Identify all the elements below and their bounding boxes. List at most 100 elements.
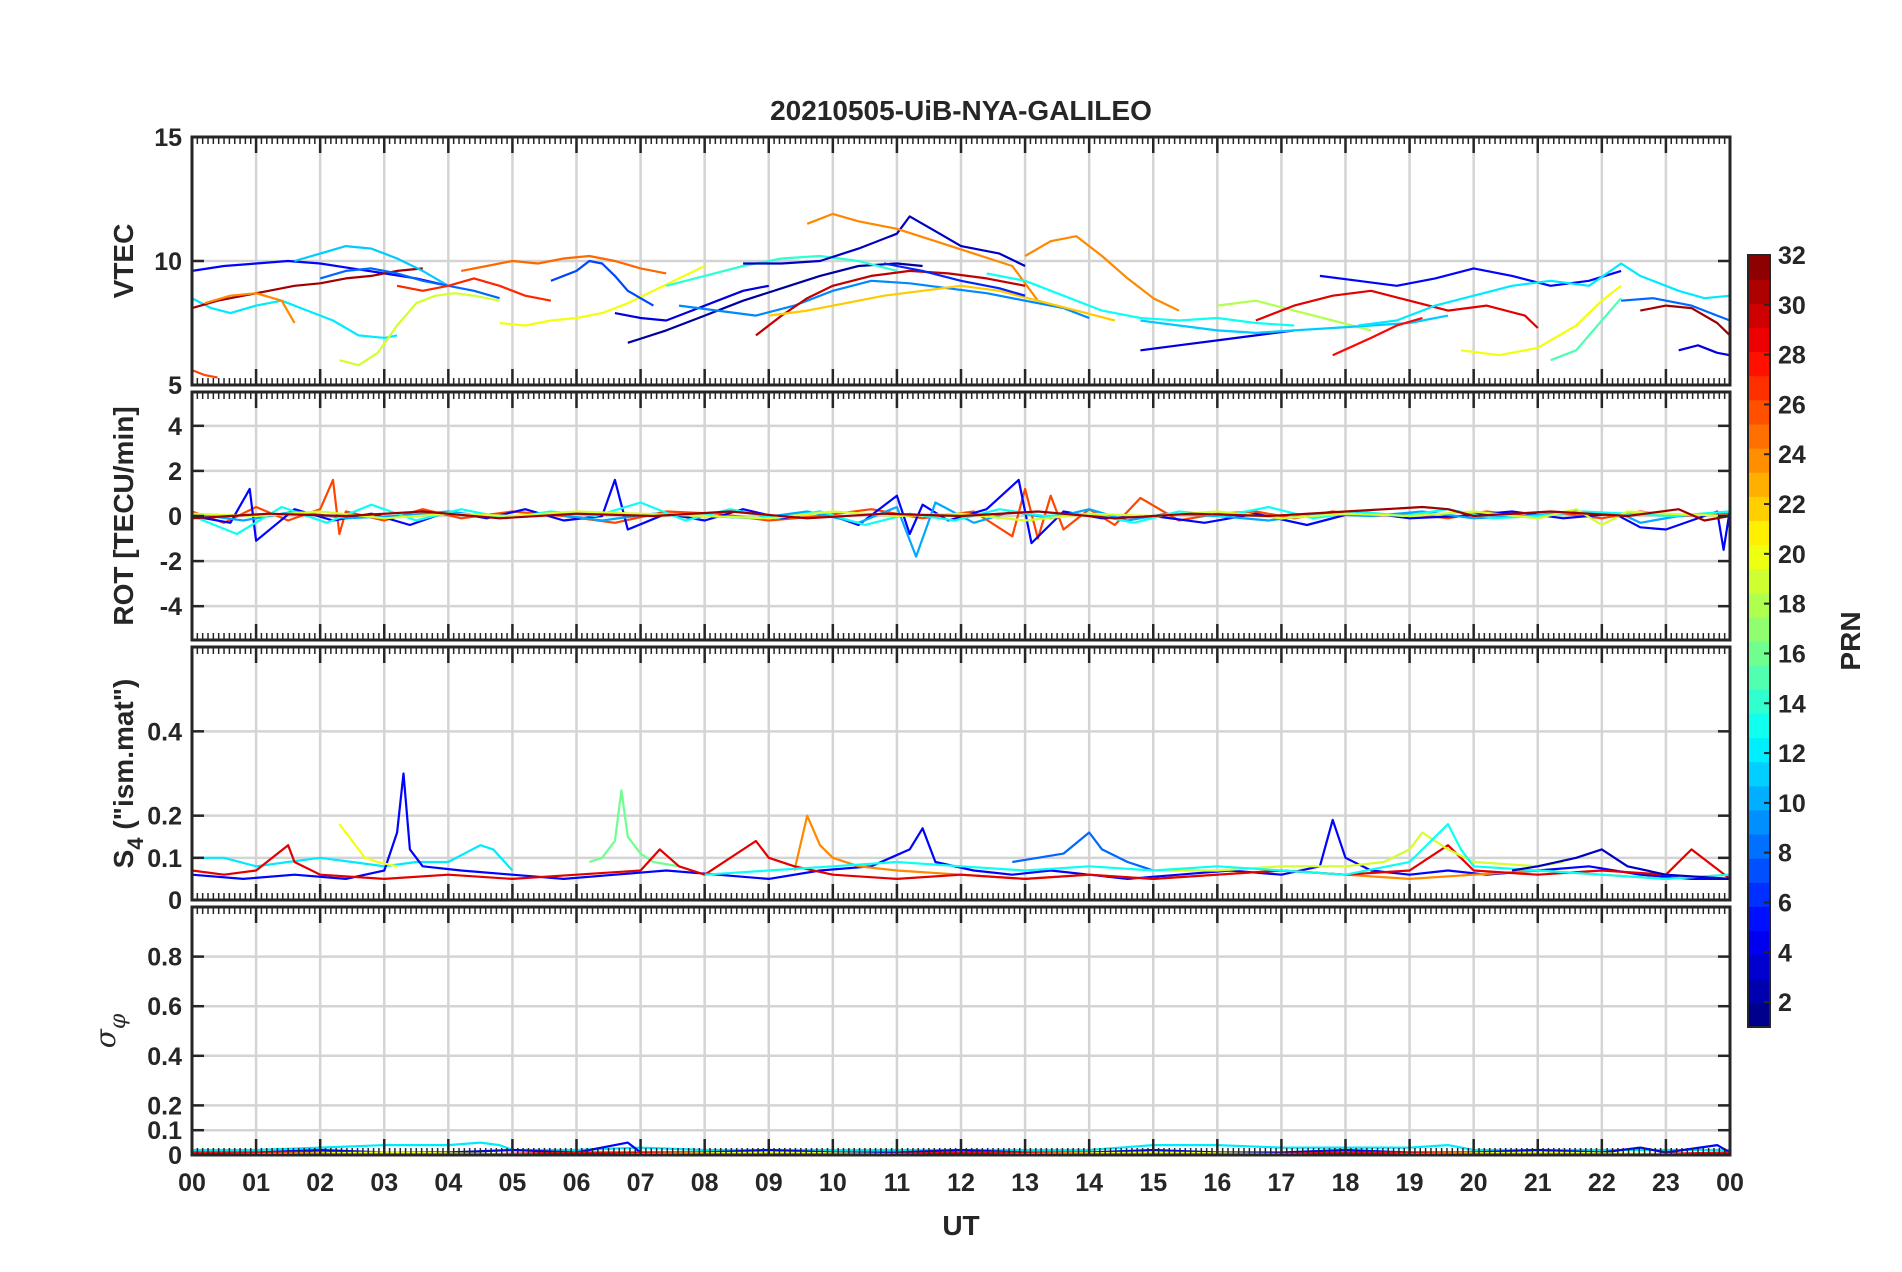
series-prn-12	[192, 297, 398, 339]
colorbar-segment	[1748, 954, 1770, 980]
colorbar-tick-label: 6	[1778, 889, 1792, 917]
series-prn-4	[1678, 344, 1730, 357]
axes-frame	[190, 135, 1732, 387]
colorbar-tick-label: 2	[1778, 989, 1792, 1017]
x-tick-label: 17	[1268, 1169, 1296, 1197]
series-prn-5	[192, 772, 1730, 881]
colorbar-segment	[1748, 978, 1770, 1004]
colorbar-segment	[1748, 737, 1770, 763]
series-prn-11	[1140, 314, 1449, 334]
x-tick-label: 13	[1011, 1169, 1039, 1197]
colorbar-segment	[1748, 665, 1770, 690]
x-tick-label: 09	[755, 1169, 783, 1197]
x-tick-label: 08	[691, 1169, 719, 1197]
series-prn-13	[704, 822, 1730, 881]
x-tick-label: 07	[627, 1169, 655, 1197]
colorbar-tick-label: 14	[1778, 690, 1806, 718]
series-prn-9	[678, 279, 1090, 320]
y-tick-label: 0	[168, 503, 182, 531]
series-prn-20	[499, 265, 706, 327]
y-tick-label: 15	[154, 124, 182, 152]
colorbar-segment	[1748, 255, 1770, 280]
y-tick-label: 0.2	[147, 1092, 182, 1120]
y-tick-label: 0.6	[147, 993, 182, 1021]
colorbar-segment	[1748, 785, 1770, 811]
series-prn-31	[1640, 304, 1730, 337]
colorbar-segment	[1748, 568, 1770, 594]
colorbar-segment	[1748, 713, 1770, 739]
series-prn-31	[192, 267, 423, 310]
axes-frame	[190, 645, 1732, 902]
axes-frame	[190, 390, 1732, 642]
colorbar-segment	[1748, 327, 1770, 353]
y-axis-label: VTEC	[108, 224, 139, 299]
y-tick-label: 0.8	[147, 944, 182, 972]
series-prn-16	[588, 789, 680, 868]
series-prn-12	[1358, 262, 1730, 327]
y-tick-label: -4	[160, 593, 182, 621]
x-tick-label: 03	[370, 1169, 398, 1197]
colorbar-segment	[1748, 616, 1770, 642]
series-group	[192, 478, 1730, 558]
colorbar-tick-label: 26	[1778, 391, 1806, 419]
series-prn-8	[1621, 297, 1730, 322]
axes-frame	[190, 905, 1732, 1157]
colorbar-segment	[1748, 858, 1770, 883]
series-prn-4	[614, 284, 770, 322]
series-prn-7	[550, 259, 654, 307]
series-prn-30	[755, 269, 1026, 337]
series-prn-20	[338, 823, 398, 868]
series-prn-3	[1511, 848, 1730, 880]
colorbar-segment	[1748, 544, 1770, 570]
series-prn-31	[192, 505, 1730, 522]
colorbar-segment	[1748, 906, 1770, 932]
y-axis-label: ROT [TECU/min]	[108, 406, 139, 625]
colorbar-segment	[1748, 882, 1770, 907]
series-prn-12	[192, 844, 514, 872]
colorbar-label: PRN	[1835, 611, 1866, 670]
colorbar-tick-label: 8	[1778, 840, 1792, 868]
y-tick-label: 0.1	[147, 1117, 182, 1145]
colorbar-tick-label: 28	[1778, 342, 1806, 370]
colorbar-tick-label: 4	[1778, 939, 1792, 967]
series-prn-29	[192, 839, 1730, 881]
colorbar-segment	[1748, 689, 1770, 714]
series-prn-26	[192, 369, 218, 379]
colorbar-tick-label: 24	[1778, 441, 1806, 469]
y-tick-label: 0	[168, 887, 182, 915]
y-tick-label: 0.4	[147, 718, 182, 746]
x-tick-label: 22	[1588, 1169, 1616, 1197]
colorbar-segment	[1748, 834, 1770, 859]
series-prn-28	[1332, 316, 1423, 357]
x-tick-label: 04	[434, 1169, 462, 1197]
y-tick-label: 0	[168, 1142, 182, 1170]
colorbar-tick-label: 12	[1778, 740, 1806, 768]
x-tick-label: 00	[1716, 1169, 1744, 1197]
colorbar-tick-label: 32	[1778, 242, 1806, 270]
y-axis-label: S4 ("ism.mat")	[108, 679, 148, 869]
colorbar-segment	[1748, 520, 1770, 546]
x-tick-label: 11	[884, 1169, 911, 1197]
colorbar-segment	[1748, 761, 1770, 787]
chart-title: 20210505-UiB-NYA-GALILEO	[770, 95, 1152, 126]
x-tick-label: 21	[1524, 1169, 1552, 1197]
series-prn-4	[1140, 329, 1295, 352]
series-prn-18	[1217, 299, 1372, 332]
x-axis-label: UT	[942, 1210, 979, 1241]
y-tick-label: 0.1	[147, 845, 182, 873]
colorbar-segment	[1748, 809, 1770, 835]
colorbar-segment	[1748, 472, 1770, 497]
x-tick-label: 02	[306, 1169, 334, 1197]
series-prn-19	[339, 292, 500, 367]
series-group	[192, 772, 1730, 881]
colorbar-segment	[1748, 375, 1770, 401]
panel-vtec: 5 10 15 VTEC	[108, 124, 1732, 400]
series-prn-3	[743, 215, 1026, 267]
colorbar-segment	[1748, 496, 1770, 521]
colorbar-segment	[1748, 1002, 1770, 1028]
x-tick-label: 18	[1332, 1169, 1360, 1197]
x-tick-label: 15	[1139, 1169, 1167, 1197]
panel-rot: -4 -2 0 2 4 ROT [TECU/min]	[108, 390, 1732, 642]
